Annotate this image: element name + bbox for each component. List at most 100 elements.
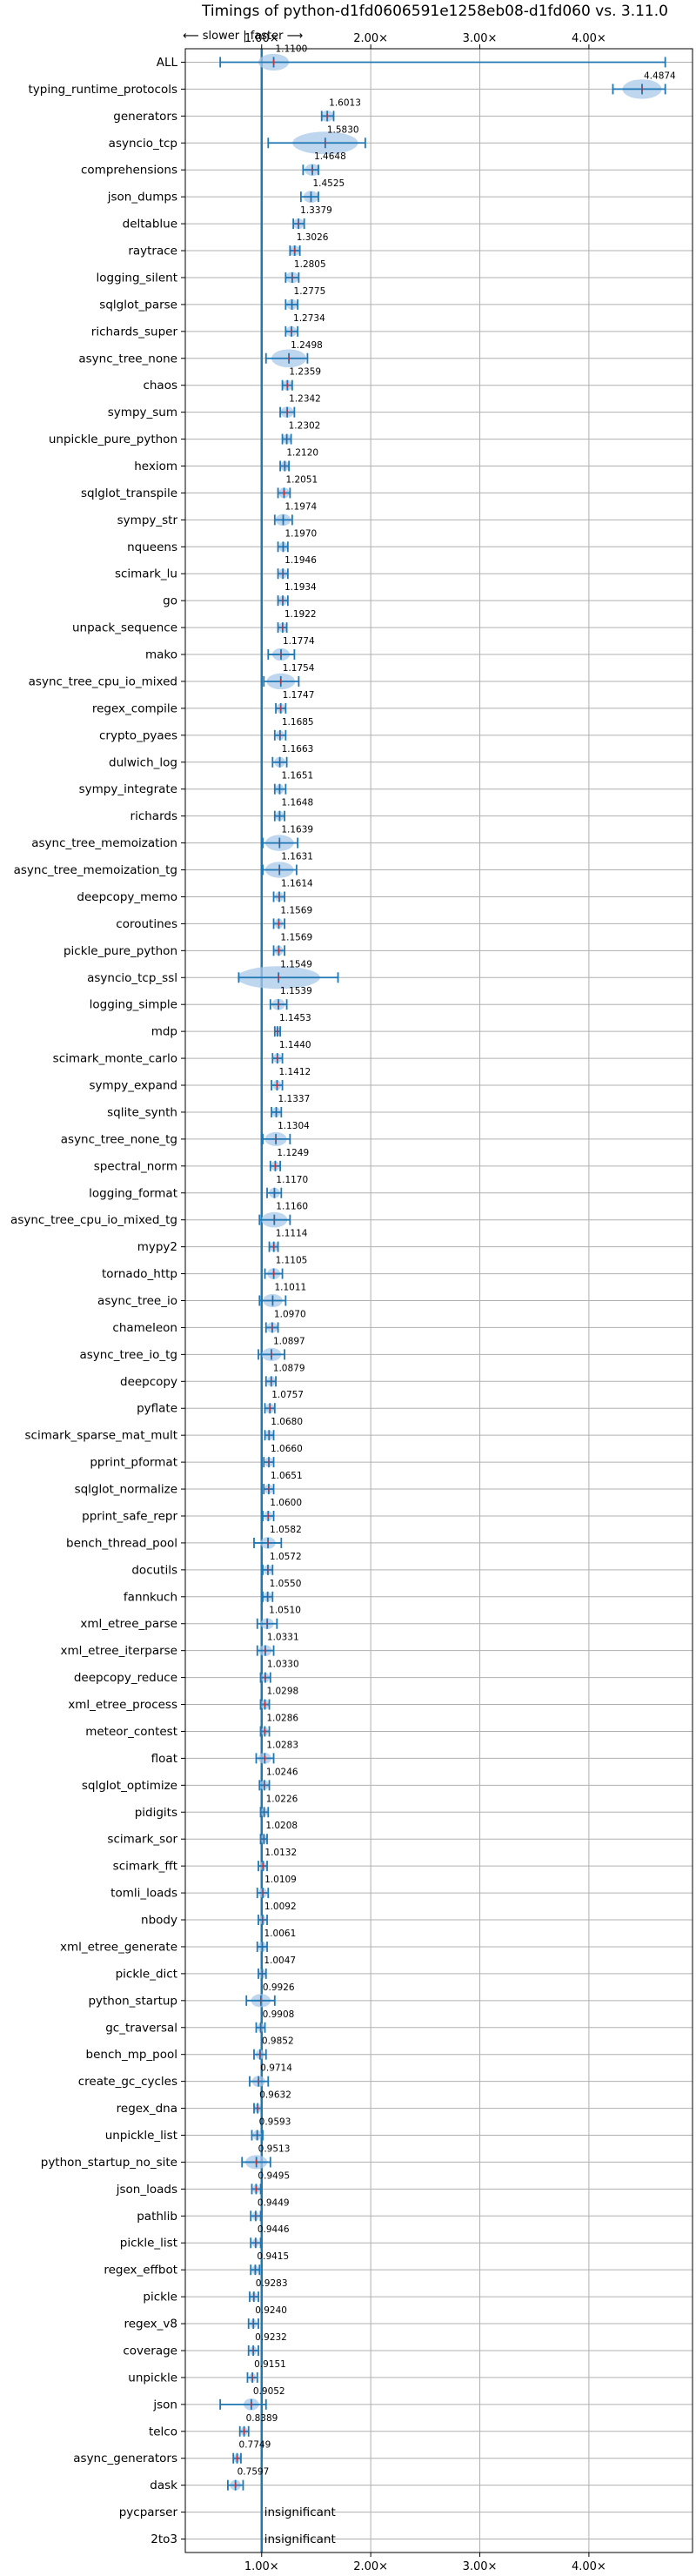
value-label: 1.1011 [274, 1283, 306, 1293]
benchmark-label: chaos [143, 379, 177, 392]
benchmark-label: async_tree_io_tg [79, 1348, 177, 1362]
value-label: 0.9052 [253, 2386, 285, 2397]
benchmark-label: pidigits [135, 1806, 177, 1820]
benchmark-label: raytrace [128, 245, 177, 258]
benchmark-label: dask [150, 2479, 177, 2492]
value-label: 1.0226 [266, 1794, 298, 1804]
value-label: 1.1685 [282, 717, 314, 728]
benchmark-label: xml_etree_process [68, 1698, 177, 1712]
value-label: 1.0047 [264, 1955, 296, 1966]
x-tick-label-top: 1.00× [244, 32, 279, 45]
benchmark-label: pickle_pure_python [64, 944, 177, 958]
benchmark-label: go [163, 594, 177, 608]
benchmark-label: deepcopy_reduce [74, 1671, 177, 1685]
x-tick-label-bottom: 3.00× [463, 2560, 498, 2573]
value-label: 1.1440 [279, 1040, 311, 1050]
value-label: 1.2051 [285, 474, 318, 485]
value-label: 1.1651 [281, 771, 313, 782]
benchmark-label: python_startup [88, 1994, 177, 2008]
value-label: 1.0331 [267, 1633, 299, 1643]
benchmark-label: sympy_expand [89, 1079, 177, 1093]
benchmark-label: async_tree_memoization [31, 836, 177, 850]
benchmark-label: mako [145, 648, 177, 662]
benchmark-label: python_startup_no_site [41, 2156, 177, 2170]
benchmark-label: json [152, 2398, 177, 2412]
benchmark-label: sympy_sum [108, 406, 177, 419]
value-label: 1.1639 [281, 825, 313, 835]
value-label: 1.0286 [266, 1713, 298, 1723]
value-label: 0.9449 [258, 2197, 290, 2208]
value-label: 1.5830 [327, 124, 359, 135]
value-label: 1.6013 [329, 97, 361, 108]
marks-layer: 1.11004.48741.60131.58301.46481.45251.33… [219, 44, 676, 2553]
insignificant-label: insignificant [264, 2532, 336, 2546]
value-label: 0.9593 [259, 2117, 291, 2128]
value-label: 1.1569 [280, 905, 312, 916]
value-label: 1.4525 [312, 178, 345, 189]
value-label: 1.1934 [284, 582, 317, 593]
benchmark-label: unpack_sequence [72, 621, 177, 635]
value-label: 1.1160 [276, 1202, 308, 1212]
benchmark-label: bench_mp_pool [86, 2048, 177, 2062]
value-label: 1.0582 [270, 1525, 302, 1535]
benchmark-label: typing_runtime_protocols [29, 83, 178, 97]
benchmark-label: bench_thread_pool [66, 1536, 177, 1550]
value-label: 1.2775 [294, 286, 326, 297]
benchmark-label: sqlglot_optimize [82, 1779, 177, 1793]
value-label: 1.1922 [284, 609, 317, 620]
value-label: 0.9495 [258, 2170, 290, 2181]
value-label: 0.9151 [254, 2359, 286, 2370]
benchmark-label: async_tree_none [78, 352, 177, 366]
benchmark-label: telco [149, 2425, 177, 2438]
benchmark-label: regex_effbot [104, 2264, 177, 2277]
benchmark-label: json_loads [116, 2183, 177, 2197]
value-label: 1.0510 [269, 1606, 301, 1616]
value-label: 1.0600 [270, 1498, 302, 1508]
benchmark-label: generators [113, 110, 177, 124]
value-label: 1.1970 [284, 528, 317, 539]
value-label: 1.2120 [286, 448, 318, 459]
benchmark-label: pathlib [137, 2210, 177, 2224]
benchmark-label: sqlglot_normalize [75, 1483, 177, 1497]
benchmark-label: pycparser [119, 2506, 178, 2519]
value-label: 0.9714 [260, 2063, 292, 2074]
value-label: 1.0283 [266, 1740, 298, 1750]
benchmark-label: ALL [157, 56, 178, 70]
value-label: 0.9283 [256, 2278, 288, 2289]
benchmark-label: tornado_http [102, 1267, 177, 1281]
value-label: 1.3026 [297, 232, 329, 243]
value-label: 1.0970 [274, 1309, 306, 1319]
value-label: 0.9446 [258, 2224, 290, 2235]
value-label: 0.8389 [246, 2413, 278, 2424]
benchmark-label: xml_etree_parse [80, 1617, 177, 1631]
benchmark-label: scimark_monte_carlo [53, 1052, 177, 1066]
value-label: 1.1337 [278, 1094, 311, 1104]
value-label: 1.0132 [264, 1848, 297, 1858]
value-label: 0.9513 [258, 2143, 291, 2154]
axis-layer: 1.00× 1.00× 2.00× 2.00× 3.00× 3.00× 4.00× 4.00× [181, 32, 606, 2573]
value-label: 0.7749 [239, 2440, 271, 2451]
value-label: 1.0298 [266, 1687, 298, 1697]
value-label: 1.0680 [271, 1417, 303, 1427]
value-label: 1.0879 [273, 1363, 305, 1373]
x-tick-label-top: 3.00× [463, 32, 498, 45]
benchmark-label: hexiom [134, 460, 177, 473]
benchmark-label: logging_simple [90, 998, 177, 1012]
rows-layer: ALL typing_runtime_protocols generators asy… [10, 56, 177, 2546]
value-label: 1.1249 [277, 1148, 309, 1158]
benchmark-label: meteor_contest [85, 1725, 177, 1739]
value-label: 1.1453 [279, 1013, 311, 1023]
benchmark-label: tomli_loads [110, 1887, 177, 1901]
value-label: 1.1974 [285, 501, 318, 512]
benchmark-label: logging_silent [97, 271, 177, 285]
value-label: 4.4874 [644, 70, 676, 81]
benchmark-label: unpickle_list [105, 2129, 177, 2143]
value-label: 1.1170 [276, 1175, 308, 1185]
value-label: 1.1754 [283, 663, 315, 674]
x-tick-label-bottom: 1.00× [244, 2560, 279, 2573]
x-tick-label-bottom: 4.00× [572, 2560, 606, 2573]
value-label: 0.9415 [257, 2251, 289, 2262]
benchmark-label: mypy2 [137, 1240, 177, 1254]
value-label: 1.2342 [289, 394, 321, 405]
